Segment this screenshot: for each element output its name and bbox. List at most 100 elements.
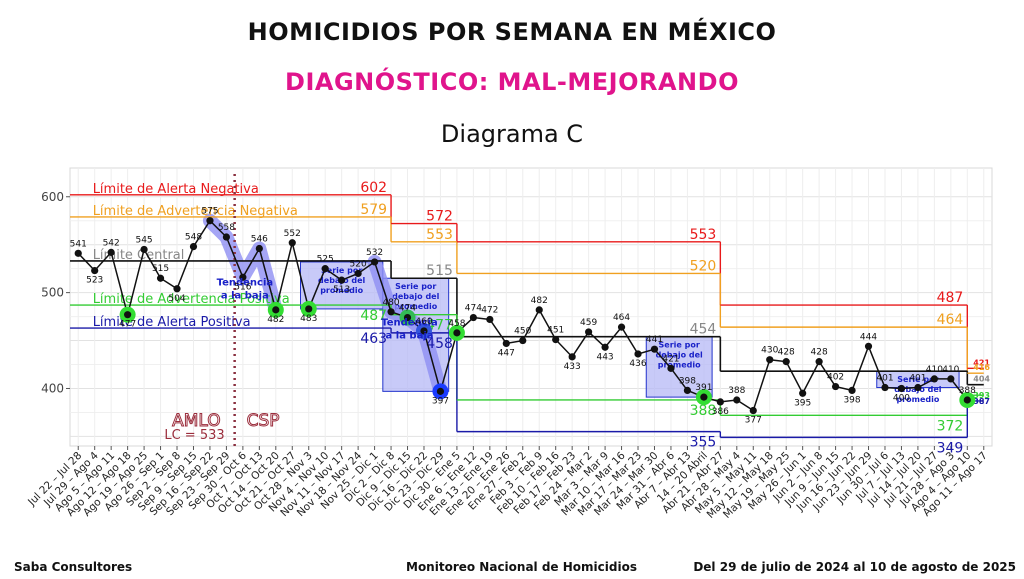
data-label: 545 (135, 235, 152, 245)
data-label: 436 (629, 359, 646, 369)
data-point (535, 306, 543, 314)
box-annotation: Serie por (395, 282, 436, 291)
data-label: 410 (942, 365, 959, 375)
data-label: 515 (152, 264, 169, 274)
data-label: 377 (745, 416, 762, 426)
below-average-box (300, 261, 384, 310)
data-label: 398 (679, 376, 696, 386)
limit-value-label: 388 (690, 403, 717, 419)
below-average-box (645, 336, 713, 398)
limit-name-central: Límite Central (93, 248, 185, 263)
data-point (683, 386, 692, 394)
data-label: 386 (712, 407, 729, 417)
data-point (338, 276, 346, 284)
data-label: 546 (251, 235, 268, 245)
data-point (321, 265, 329, 273)
data-point (156, 274, 165, 282)
limit-value-label: 464 (937, 312, 964, 328)
data-point (601, 343, 609, 351)
data-label: 444 (860, 332, 877, 342)
limit-value-label: 355 (690, 435, 717, 451)
government-label-amlo: AMLO (172, 411, 221, 431)
trend-label: Tendencia (381, 318, 438, 329)
limit-value-label: 416 (973, 363, 990, 372)
data-label: 395 (794, 398, 811, 408)
data-point (552, 335, 560, 344)
limit-value-label: 572 (426, 209, 453, 225)
data-point (140, 245, 148, 254)
limit-value-label: 372 (937, 418, 964, 434)
data-point (74, 249, 82, 257)
data-point (502, 339, 510, 348)
limit-value-label: 579 (360, 202, 387, 218)
data-point (354, 269, 362, 278)
limit-value-label: 458 (426, 336, 453, 352)
limit-value-label: 404 (973, 375, 990, 384)
limit-name-warn-low: Límite de Advertencia Positiva (93, 292, 290, 307)
data-point (222, 233, 231, 241)
data-point (782, 358, 790, 366)
data-label: 441 (646, 335, 663, 345)
data-label: 516 (234, 282, 251, 292)
data-label: 410 (926, 365, 943, 375)
trend-label: a la baja (221, 290, 269, 301)
data-point (700, 393, 708, 401)
data-label: 397 (432, 396, 449, 406)
data-point (173, 285, 181, 293)
chart-subtitle: Diagrama C (440, 120, 584, 148)
data-label: 428 (778, 348, 795, 358)
diagnosis-title: DIAGNÓSTICO: MAL-MEJORANDO (285, 68, 739, 96)
data-point (585, 328, 593, 336)
data-point (486, 315, 494, 324)
data-label: 421 (662, 354, 679, 364)
data-point (864, 342, 873, 350)
limit-value-label: 349 (937, 440, 964, 456)
data-point (733, 396, 741, 404)
data-label: 447 (498, 348, 515, 358)
data-point (91, 266, 99, 275)
limit-value-label: 421 (973, 358, 990, 367)
limit-name-alert-high: Límite de Alerta Negativa (93, 182, 259, 197)
data-point (305, 305, 313, 313)
data-point (667, 364, 675, 372)
data-point (716, 398, 724, 406)
data-point (897, 384, 906, 393)
data-point (568, 353, 576, 361)
box-annotation: debajo del (392, 292, 439, 301)
data-point (124, 311, 132, 319)
government-label-central-line: LC = 533 (164, 428, 224, 443)
data-point (403, 313, 412, 322)
data-point (650, 345, 659, 353)
y-tick-label: 500 (41, 286, 64, 300)
data-label: 388 (728, 386, 745, 396)
footer-program: Monitoreo Nacional de Homicidios (406, 560, 637, 574)
data-label: 525 (317, 255, 334, 265)
limit-value-label: 387 (973, 397, 990, 406)
data-label: 480 (382, 298, 399, 308)
data-point (848, 386, 856, 394)
data-label: 542 (103, 238, 120, 248)
data-point (370, 258, 379, 266)
data-label: 575 (201, 207, 218, 217)
y-tick-label: 400 (41, 381, 64, 395)
limit-value-label: 520 (690, 258, 717, 274)
limit-name-alert-low: Límite de Alerta Positiva (93, 315, 251, 330)
data-point (519, 336, 527, 345)
data-point (239, 273, 247, 281)
limit-value-label: 487 (360, 308, 387, 324)
trend-label: a la baja (386, 331, 434, 342)
limit-value-label: 393 (973, 391, 990, 400)
data-point (206, 217, 214, 225)
chart-title: HOMICIDIOS POR SEMANA EN MÉXICO (247, 18, 777, 46)
data-label: 504 (168, 294, 185, 304)
data-label: 450 (514, 327, 531, 337)
data-label: 391 (695, 383, 712, 393)
data-point (930, 375, 938, 383)
data-point (469, 313, 477, 322)
data-point (255, 244, 263, 253)
data-label: 388 (959, 386, 976, 396)
data-label: 532 (366, 248, 383, 258)
data-label: 472 (481, 305, 498, 315)
box-annotation: promedio (320, 286, 363, 295)
